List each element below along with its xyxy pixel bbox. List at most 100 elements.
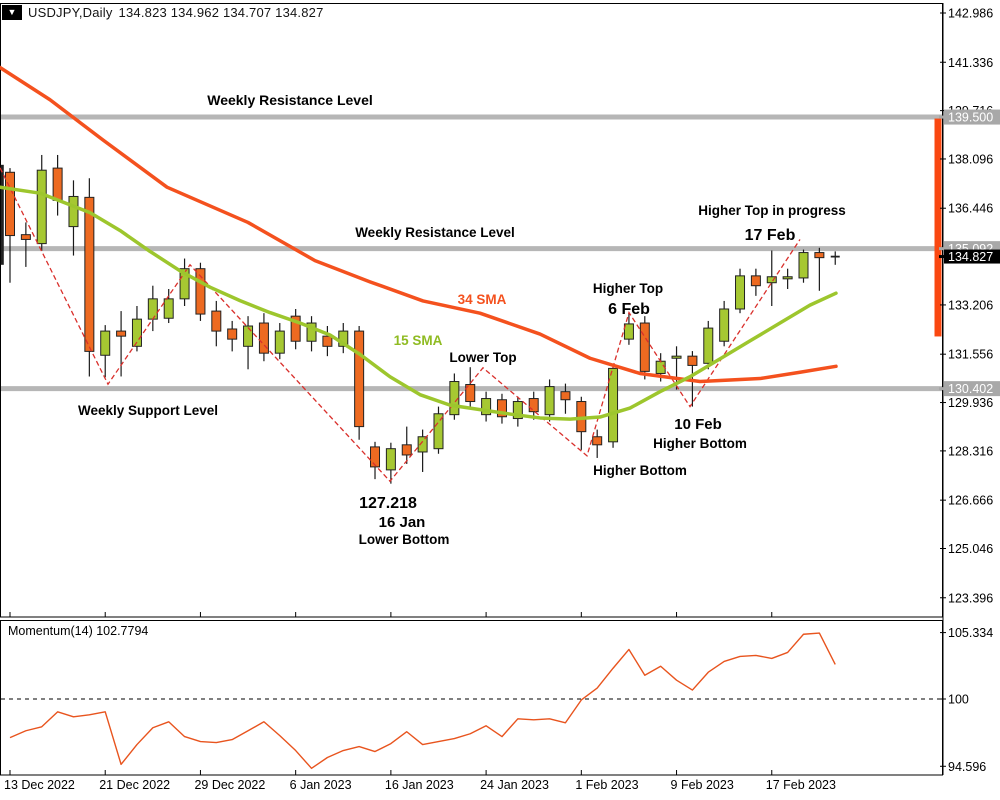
level-price-badge-label: 130.402 — [948, 382, 993, 396]
candle-bearish — [20, 234, 31, 240]
time-axis-date-label: 13 Dec 2022 — [4, 778, 75, 792]
momentum-line — [9, 632, 836, 770]
time-axis-date-label: 17 Feb 2023 — [766, 778, 836, 792]
candle-bullish — [163, 298, 174, 319]
time-axis-date-label: 29 Dec 2022 — [194, 778, 265, 792]
candle-bearish — [227, 328, 238, 340]
candle-bullish — [449, 381, 460, 416]
price-axis-tick-label: 133.206 — [948, 298, 993, 312]
price-axis-tick-label: 131.556 — [948, 348, 993, 362]
candle-bullish — [703, 327, 714, 364]
chart-annotation: Higher Top in progress — [698, 203, 846, 218]
candle-bullish — [719, 308, 730, 342]
candle-bearish — [258, 322, 269, 354]
candle-bearish — [750, 275, 761, 287]
candle-bearish — [592, 436, 603, 446]
candle-bullish — [798, 252, 809, 279]
current-price-badge-label: 134.827 — [948, 250, 993, 264]
candle-bullish — [481, 398, 492, 416]
candle-bullish — [179, 268, 190, 300]
candle-bearish — [401, 444, 412, 456]
candle-bullish — [36, 169, 47, 245]
candle-bullish — [417, 436, 428, 453]
candle-bullish — [274, 330, 285, 354]
candle-bullish — [671, 355, 682, 359]
time-axis-date-label: 9 Feb 2023 — [671, 778, 734, 792]
chart-annotation: 127.218 — [359, 495, 417, 512]
candle-bearish — [84, 196, 95, 352]
momentum-axis-tick-label: 100 — [948, 693, 969, 707]
time-axis-date-label: 6 Jan 2023 — [290, 778, 352, 792]
chart-annotation: Higher Bottom — [593, 463, 687, 478]
level-price-badge-label: 139.500 — [948, 111, 993, 125]
candle-bearish — [5, 171, 15, 237]
candle-bearish — [195, 268, 206, 315]
chart-annotation: 6 Feb — [608, 301, 650, 318]
level-price-badge — [944, 381, 1000, 397]
candle-bullish — [608, 367, 619, 443]
candle-bullish — [68, 195, 79, 228]
main-chart-plot-area[interactable] — [1, 4, 942, 616]
candle-bullish — [782, 276, 793, 280]
time-axis-date-label: 16 Jan 2023 — [385, 778, 454, 792]
chart-annotation: Weekly Resistance Level — [207, 92, 373, 108]
clipped-candle — [0, 164, 4, 265]
chart-annotation: Lower Bottom — [359, 532, 450, 547]
candle-bullish — [100, 330, 111, 356]
candle-bullish — [243, 325, 254, 347]
time-axis-date-label: 24 Jan 2023 — [480, 778, 549, 792]
price-axis-tick-label: 123.396 — [948, 591, 993, 605]
sma-34-line — [0, 65, 838, 384]
candle-bullish — [735, 275, 746, 310]
momentum-axis-tick-label: 105.334 — [948, 626, 993, 640]
current-price-badge — [944, 249, 1000, 264]
chart-annotation: 16 Jan — [379, 514, 426, 531]
candle-bullish — [306, 322, 317, 342]
chart-title-bar: ▼ USDJPY,Daily 134.823 134.962 134.707 1… — [2, 3, 324, 21]
candle-bullish — [544, 386, 555, 416]
candle-bearish — [528, 398, 539, 413]
candle-bullish — [131, 318, 142, 347]
price-axis-tick-label: 141.336 — [948, 56, 993, 70]
candle-bullish — [433, 413, 444, 450]
momentum-plot-area[interactable] — [1, 622, 942, 775]
time-axis-date-label: 21 Dec 2022 — [99, 778, 170, 792]
candle-bearish — [354, 330, 365, 428]
chart-annotation: Lower Top — [449, 350, 516, 365]
candle-bearish — [560, 391, 571, 401]
symbol-dropdown-button[interactable]: ▼ — [2, 4, 22, 20]
candle-bullish — [766, 276, 777, 284]
candle-bullish — [623, 323, 634, 340]
candle-bearish — [116, 330, 127, 337]
momentum-panel-border — [0, 620, 943, 776]
chart-annotation: Higher Top — [593, 281, 663, 296]
momentum-axis-tick-label: 94.596 — [948, 760, 986, 774]
candle-bearish — [211, 310, 222, 332]
candle-bearish — [465, 384, 476, 403]
chart-annotation: 17 Feb — [745, 227, 796, 244]
price-axis-tick-label: 128.316 — [948, 444, 993, 458]
candle-bearish — [639, 322, 650, 372]
chart-annotation: Higher Bottom — [653, 436, 747, 451]
candle-bearish — [370, 446, 381, 468]
price-axis-tick-label: 125.046 — [948, 542, 993, 556]
candle-bearish — [814, 252, 825, 259]
candle-bullish — [512, 401, 523, 420]
time-axis-date-label: 1 Feb 2023 — [575, 778, 638, 792]
level-price-badge — [944, 109, 1000, 125]
price-axis-tick-label: 142.986 — [948, 7, 993, 21]
chart-annotation: Weekly Support Level — [78, 403, 218, 418]
chart-annotation: 15 SMA — [394, 333, 443, 348]
candle-bearish — [322, 335, 333, 347]
chart-annotation: 34 SMA — [458, 292, 507, 307]
candle-bullish — [385, 448, 396, 471]
candle-bearish — [496, 399, 507, 418]
price-axis-tick-label: 126.666 — [948, 494, 993, 508]
chart-symbol-label: USDJPY,Daily — [28, 4, 113, 20]
swing-zigzag-trendline — [0, 167, 801, 483]
price-axis-tick-label: 129.936 — [948, 396, 993, 410]
triangle-down-icon: ▼ — [7, 6, 17, 17]
sma-15-line — [0, 185, 838, 421]
